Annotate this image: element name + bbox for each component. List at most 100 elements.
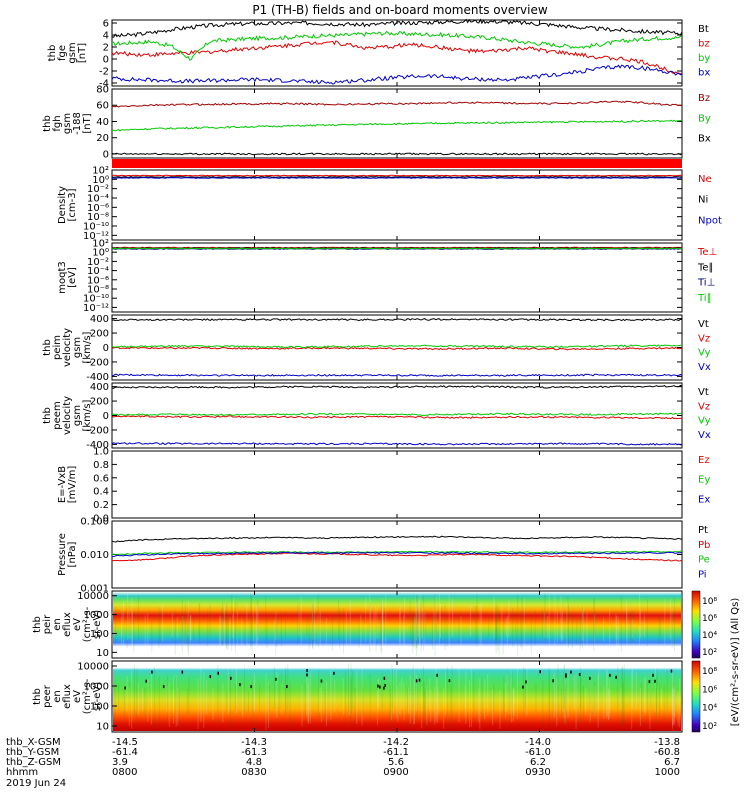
panel-9-speck	[377, 684, 379, 688]
panel-2-ytick-label-0: 10²	[92, 166, 109, 177]
panel-9-speck	[286, 685, 288, 689]
panel-9-speck	[652, 673, 654, 677]
panel-1-ytick-label-2: 40	[96, 117, 109, 128]
panel-5-ylabel-1: peem	[52, 401, 63, 429]
ephem-x-0830: -14.3	[241, 737, 267, 748]
panel-1-series-Bz	[111, 100, 683, 108]
panel-3-legend-Ti∥: Ti∥	[697, 293, 712, 304]
panel-9-ytick-label-3: 10	[96, 722, 109, 733]
panel-3-legend-Ti⊥: Ti⊥	[697, 278, 715, 289]
panel-2-legend-Ne: Ne	[698, 174, 712, 185]
ephem-z-1000: 6.7	[664, 757, 680, 768]
panel-1-ylabel-3: -188	[72, 112, 83, 135]
panel-5-ytick-label-4: 400	[90, 382, 109, 393]
ephem-z-0830: 4.8	[246, 757, 262, 768]
panel-2-series-Ne	[111, 174, 683, 177]
panel-0-series-bx	[111, 64, 683, 85]
panel-4-legend-Vx: Vx	[698, 362, 711, 373]
panel-8-ytick-label-3: 10	[96, 648, 109, 659]
panel-9-ylabel-6: sr-eV)	[92, 682, 103, 711]
panel-1-legend-Bx: Bx	[698, 134, 711, 145]
panel-4-ylabel-2: velocity	[62, 328, 73, 367]
panel-9-speck	[418, 678, 421, 682]
panel-3-ytick-label-1: 10⁰	[92, 248, 109, 259]
date-label: 2019 Jun 24	[6, 778, 66, 789]
panel-0-series-bz	[111, 40, 683, 75]
panel-7-ytick-label-2: 0.001	[80, 584, 109, 595]
panel-9-speck	[151, 670, 153, 674]
panel-8-ytick-label-2: 100	[90, 629, 109, 640]
panel-9-speck	[570, 670, 572, 674]
panel-7-legend-Pb: Pb	[698, 540, 710, 551]
panel-9-colorbar	[691, 660, 701, 733]
panel-5-ytick-label-1: -200	[86, 425, 109, 436]
panel-0-legend-bx: bx	[698, 68, 710, 79]
panel-9-ylabel-1: peer	[42, 684, 53, 708]
panel-9-speck	[384, 683, 386, 687]
panel-8-ylabel-2: en	[52, 618, 63, 631]
panel-4-ytick-label-1: -200	[86, 357, 109, 368]
panel-5-legend-Vy: Vy	[698, 416, 711, 427]
time-1000: 1000	[655, 767, 680, 778]
panel-2-ylabel-1: [cm-3]	[67, 188, 78, 221]
panel-9-speck	[648, 680, 651, 684]
ephem-z-0900: 5.6	[388, 757, 404, 768]
panel-8-ytick-label-0: 10000	[77, 591, 109, 602]
panel-2-series-Ni	[111, 176, 682, 178]
panel-3-ylabel-0: moqt3	[57, 261, 68, 294]
panel-9-speck	[578, 672, 581, 676]
panel-9-speck	[306, 673, 308, 677]
panel-2-legend-Ni: Ni	[698, 195, 708, 206]
panel-2-ytick-label-2: 10⁻²	[87, 184, 109, 195]
panel-9-speck	[181, 670, 184, 674]
panel-0-ytick-label-2: 0	[103, 55, 109, 66]
panel-9-speck	[217, 671, 219, 675]
plot-title: P1 (TH-B) fields and on-board moments ov…	[252, 3, 548, 17]
ephem-x-0900: -14.2	[383, 737, 409, 748]
panel-9-speck	[306, 669, 308, 673]
panel-6-ytick-label-3: 0.6	[93, 473, 109, 484]
panel-5-legend-Vz: Vz	[698, 401, 710, 412]
quality-flag-bar	[112, 159, 682, 168]
panel-5-series-Vy	[111, 412, 683, 417]
panel-9-speck	[522, 685, 524, 689]
panel-8-ylabel-6: sr-eV)	[92, 610, 103, 639]
panel-9-speck	[609, 673, 611, 677]
panel-4-legend-Vt: Vt	[698, 319, 709, 330]
panel-9-cbar-tick-0: 10⁸	[702, 667, 717, 677]
panel-1-ylabel-0: thb	[42, 115, 53, 132]
panel-9-ytick-label-0: 10000	[77, 662, 109, 673]
panel-6-ytick-label-2: 0.4	[93, 487, 109, 498]
panel-8-colorbar	[691, 590, 701, 659]
panel-9-ylabel-2: en	[52, 690, 63, 703]
panel-8-ylabel-5: (cm²-s-	[82, 606, 93, 642]
panel-5-legend-Vx: Vx	[698, 430, 711, 441]
panel-frame-6	[111, 450, 683, 519]
panel-9-speck	[448, 679, 451, 683]
ephem-x-0800: -14.5	[112, 737, 138, 748]
panel-6-ylabel-1: [mV/m]	[67, 466, 78, 504]
ephem-label-x: thb_X-GSM	[6, 737, 61, 748]
panel-9-speck	[379, 685, 381, 689]
panel-4-legend-Vy: Vy	[698, 348, 711, 359]
panel-3-ytick-label-3: 10⁻⁴	[87, 266, 109, 277]
panel-3-ylabel-1: [eV]	[67, 267, 78, 288]
panel-5-ylabel-3: gsm	[72, 405, 83, 426]
panel-8-ylabel-3: eflux	[62, 612, 73, 637]
panel-1-legend-Bz: Bz	[698, 93, 710, 104]
ephem-y-0900: -61.1	[383, 747, 409, 758]
panel-6-ytick-label-0: 0.0	[93, 514, 109, 525]
panel-3-ytick-label-5: 10⁻⁸	[87, 285, 109, 296]
panel-0-ytick-label-3: 2	[103, 43, 109, 54]
panel-4-ytick-label-0: -400	[86, 372, 109, 383]
panel-0-ytick-label-4: 4	[103, 31, 109, 42]
panel-9-speck	[615, 675, 617, 679]
panel-3-ytick-label-7: 10⁻¹²	[83, 303, 109, 314]
panel-9-cbar-tick-1: 10⁶	[702, 685, 717, 695]
panel-9-speck	[588, 676, 591, 680]
panel-3-ytick-label-6: 10⁻¹⁰	[83, 294, 109, 305]
time-0900: 0900	[383, 767, 408, 778]
panel-1-series-By	[111, 119, 683, 132]
panel-4-legend-Vz: Vz	[698, 333, 710, 344]
